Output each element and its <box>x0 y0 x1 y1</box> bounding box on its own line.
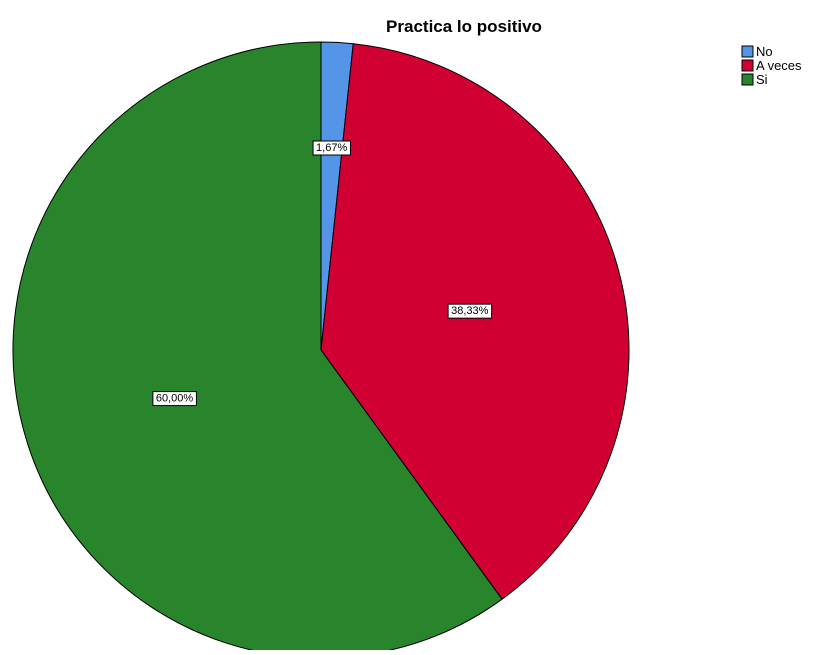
legend-item-si: Si <box>741 72 768 87</box>
data-label-box <box>447 303 493 319</box>
data-label-text: 60,00% <box>156 393 194 405</box>
data-label-box <box>312 140 351 156</box>
data-label-a-veces: 38,33% <box>447 303 493 319</box>
legend-item-no: No <box>741 44 773 59</box>
pie-data-labels: 1,67% 38,33% 60,00% <box>152 140 493 407</box>
data-label-text: 38,33% <box>451 305 489 317</box>
legend-label: No <box>756 44 773 59</box>
data-label-no: 1,67% <box>312 140 351 156</box>
chart-title: Practica lo positivo <box>386 17 542 36</box>
pie-slices <box>12 41 630 655</box>
legend-swatch <box>741 45 754 58</box>
data-label-si: 60,00% <box>152 391 197 407</box>
legend-swatch <box>741 59 754 72</box>
legend-swatch <box>741 73 754 86</box>
legend-label: A veces <box>756 58 802 73</box>
pie-slice-si <box>12 41 503 655</box>
legend-item-a-veces: A veces <box>741 58 802 73</box>
data-label-text: 1,67% <box>316 142 347 154</box>
data-label-box <box>152 391 197 407</box>
pie-slice-a-veces <box>320 43 630 600</box>
legend-label: Si <box>756 72 768 87</box>
